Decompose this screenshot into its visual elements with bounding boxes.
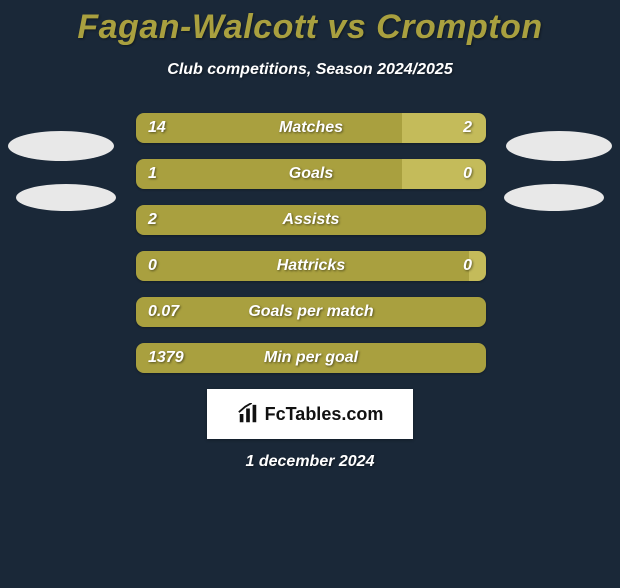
brand-badge: FcTables.com [207,389,413,439]
stat-row: Assists2 [0,205,620,235]
stat-bar [136,159,486,189]
page-title: Fagan-Walcott vs Crompton [0,8,620,47]
page-subtitle: Club competitions, Season 2024/2025 [0,61,620,79]
stat-bar-right [402,113,486,143]
stat-row: Goals10 [0,159,620,189]
stat-bar [136,113,486,143]
brand-text: FcTables.com [265,404,384,425]
stat-bar-left [136,251,469,281]
stat-value-right: 0 [463,159,472,189]
stat-bar [136,205,486,235]
chart-icon [237,403,259,425]
stat-row: Matches142 [0,113,620,143]
snapshot-date: 1 december 2024 [0,453,620,471]
stat-bar-left [136,205,486,235]
stat-bar-left [136,159,402,189]
stat-bar-right [402,159,486,189]
stat-value-right: 2 [463,113,472,143]
stat-row: Min per goal1379 [0,343,620,373]
stat-value-left: 2 [148,205,157,235]
stat-value-left: 1379 [148,343,184,373]
stat-row: Goals per match0.07 [0,297,620,327]
stat-value-right: 0 [463,251,472,281]
stat-bar [136,251,486,281]
stat-value-left: 1 [148,159,157,189]
stat-bar-left [136,343,486,373]
stat-row: Hattricks00 [0,251,620,281]
stat-bar [136,297,486,327]
stat-value-left: 14 [148,113,166,143]
stat-value-left: 0 [148,251,157,281]
stat-bar-left [136,113,402,143]
stat-bar-left [136,297,486,327]
stat-value-left: 0.07 [148,297,179,327]
stat-bar [136,343,486,373]
